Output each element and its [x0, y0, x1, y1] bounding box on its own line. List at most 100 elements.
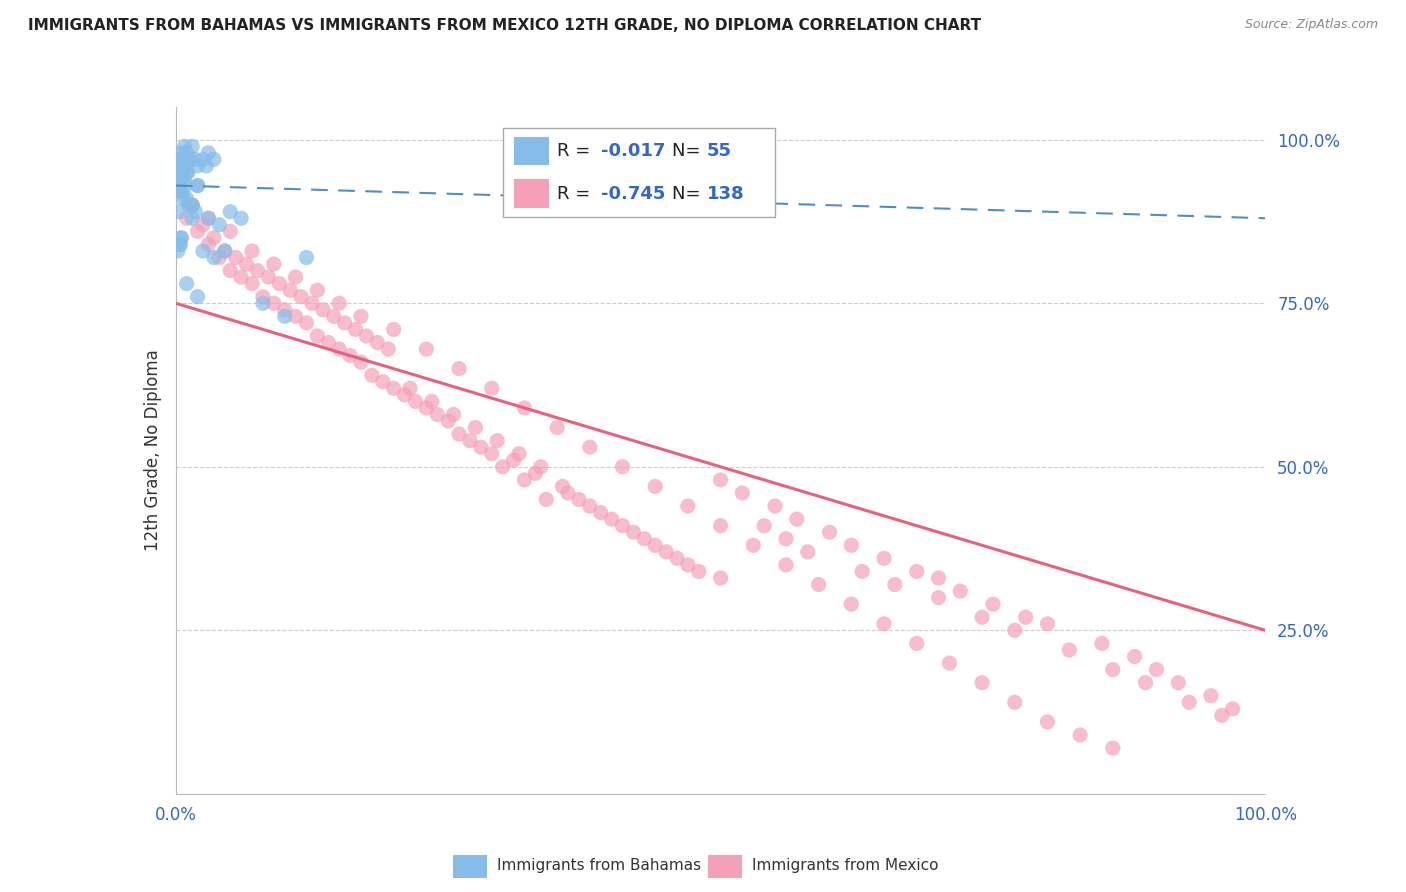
Point [167, 153, 190, 167]
Point [1069, 728, 1091, 742]
Point [214, 244, 236, 258]
Point [186, 178, 209, 193]
Point [905, 565, 928, 579]
Text: R =: R = [557, 185, 596, 202]
Point [172, 185, 194, 199]
Point [195, 159, 218, 173]
Point [447, 361, 470, 376]
Point [167, 204, 190, 219]
Point [301, 296, 323, 310]
Point [437, 414, 460, 428]
Point [731, 486, 754, 500]
Point [458, 434, 481, 448]
Point [1004, 695, 1026, 709]
Point [443, 408, 465, 422]
Point [676, 499, 699, 513]
Bar [513, 179, 548, 208]
Point [312, 302, 335, 317]
Point [176, 145, 198, 160]
Point [949, 584, 972, 599]
Point [775, 532, 797, 546]
Point [179, 153, 201, 167]
Point [513, 473, 536, 487]
Point [257, 270, 280, 285]
Point [176, 192, 198, 206]
Point [502, 453, 524, 467]
Point [481, 381, 503, 395]
Point [269, 277, 291, 291]
Point [197, 237, 219, 252]
FancyBboxPatch shape [503, 128, 775, 217]
Point [191, 218, 214, 232]
Point [486, 434, 509, 448]
Point [633, 532, 655, 546]
Point [173, 159, 195, 173]
Point [1123, 649, 1146, 664]
Point [763, 499, 786, 513]
Point [181, 198, 204, 212]
Point [186, 178, 209, 193]
Point [1199, 689, 1222, 703]
Point [263, 257, 285, 271]
Point [557, 486, 579, 500]
Point [492, 459, 515, 474]
Point [184, 153, 207, 167]
Point [174, 178, 197, 193]
Point [873, 616, 896, 631]
Point [181, 211, 204, 226]
Point [1167, 675, 1189, 690]
Point [644, 538, 666, 552]
Point [382, 322, 405, 336]
Point [167, 178, 190, 193]
Point [219, 204, 242, 219]
Point [214, 244, 236, 258]
Point [1135, 675, 1157, 690]
Point [841, 597, 863, 611]
Point [415, 401, 437, 415]
Point [339, 349, 361, 363]
Point [382, 381, 405, 395]
Point [231, 270, 253, 285]
Point [361, 368, 384, 383]
Y-axis label: 12th Grade, No Diploma: 12th Grade, No Diploma [143, 350, 162, 551]
Point [263, 296, 285, 310]
Point [807, 577, 830, 591]
Point [231, 211, 253, 226]
Point [333, 316, 356, 330]
Point [513, 401, 536, 415]
Point [688, 565, 710, 579]
Point [972, 610, 994, 624]
Point [366, 335, 388, 350]
Text: Source: ZipAtlas.com: Source: ZipAtlas.com [1244, 18, 1378, 31]
Point [173, 139, 195, 153]
Point [174, 159, 197, 173]
Point [186, 290, 209, 304]
Point [240, 277, 263, 291]
Point [322, 310, 344, 324]
Point [235, 257, 257, 271]
Point [186, 224, 209, 238]
Point [176, 277, 198, 291]
Point [167, 244, 190, 258]
Point [981, 597, 1004, 611]
Point [928, 591, 950, 605]
Text: -0.017: -0.017 [600, 142, 665, 160]
Point [1211, 708, 1233, 723]
Text: R =: R = [557, 142, 596, 160]
Point [177, 165, 200, 179]
Text: IMMIGRANTS FROM BAHAMAS VS IMMIGRANTS FROM MEXICO 12TH GRADE, NO DIPLOMA CORRELA: IMMIGRANTS FROM BAHAMAS VS IMMIGRANTS FR… [28, 18, 981, 33]
Point [202, 231, 225, 245]
Point [710, 571, 733, 585]
Point [710, 473, 733, 487]
Point [464, 420, 486, 434]
Point [169, 237, 191, 252]
Point [197, 145, 219, 160]
Point [481, 447, 503, 461]
Point [191, 153, 214, 167]
Point [177, 198, 200, 212]
Point [197, 211, 219, 226]
Point [173, 172, 195, 186]
Point [551, 479, 574, 493]
Point [1004, 624, 1026, 638]
Point [1091, 636, 1114, 650]
